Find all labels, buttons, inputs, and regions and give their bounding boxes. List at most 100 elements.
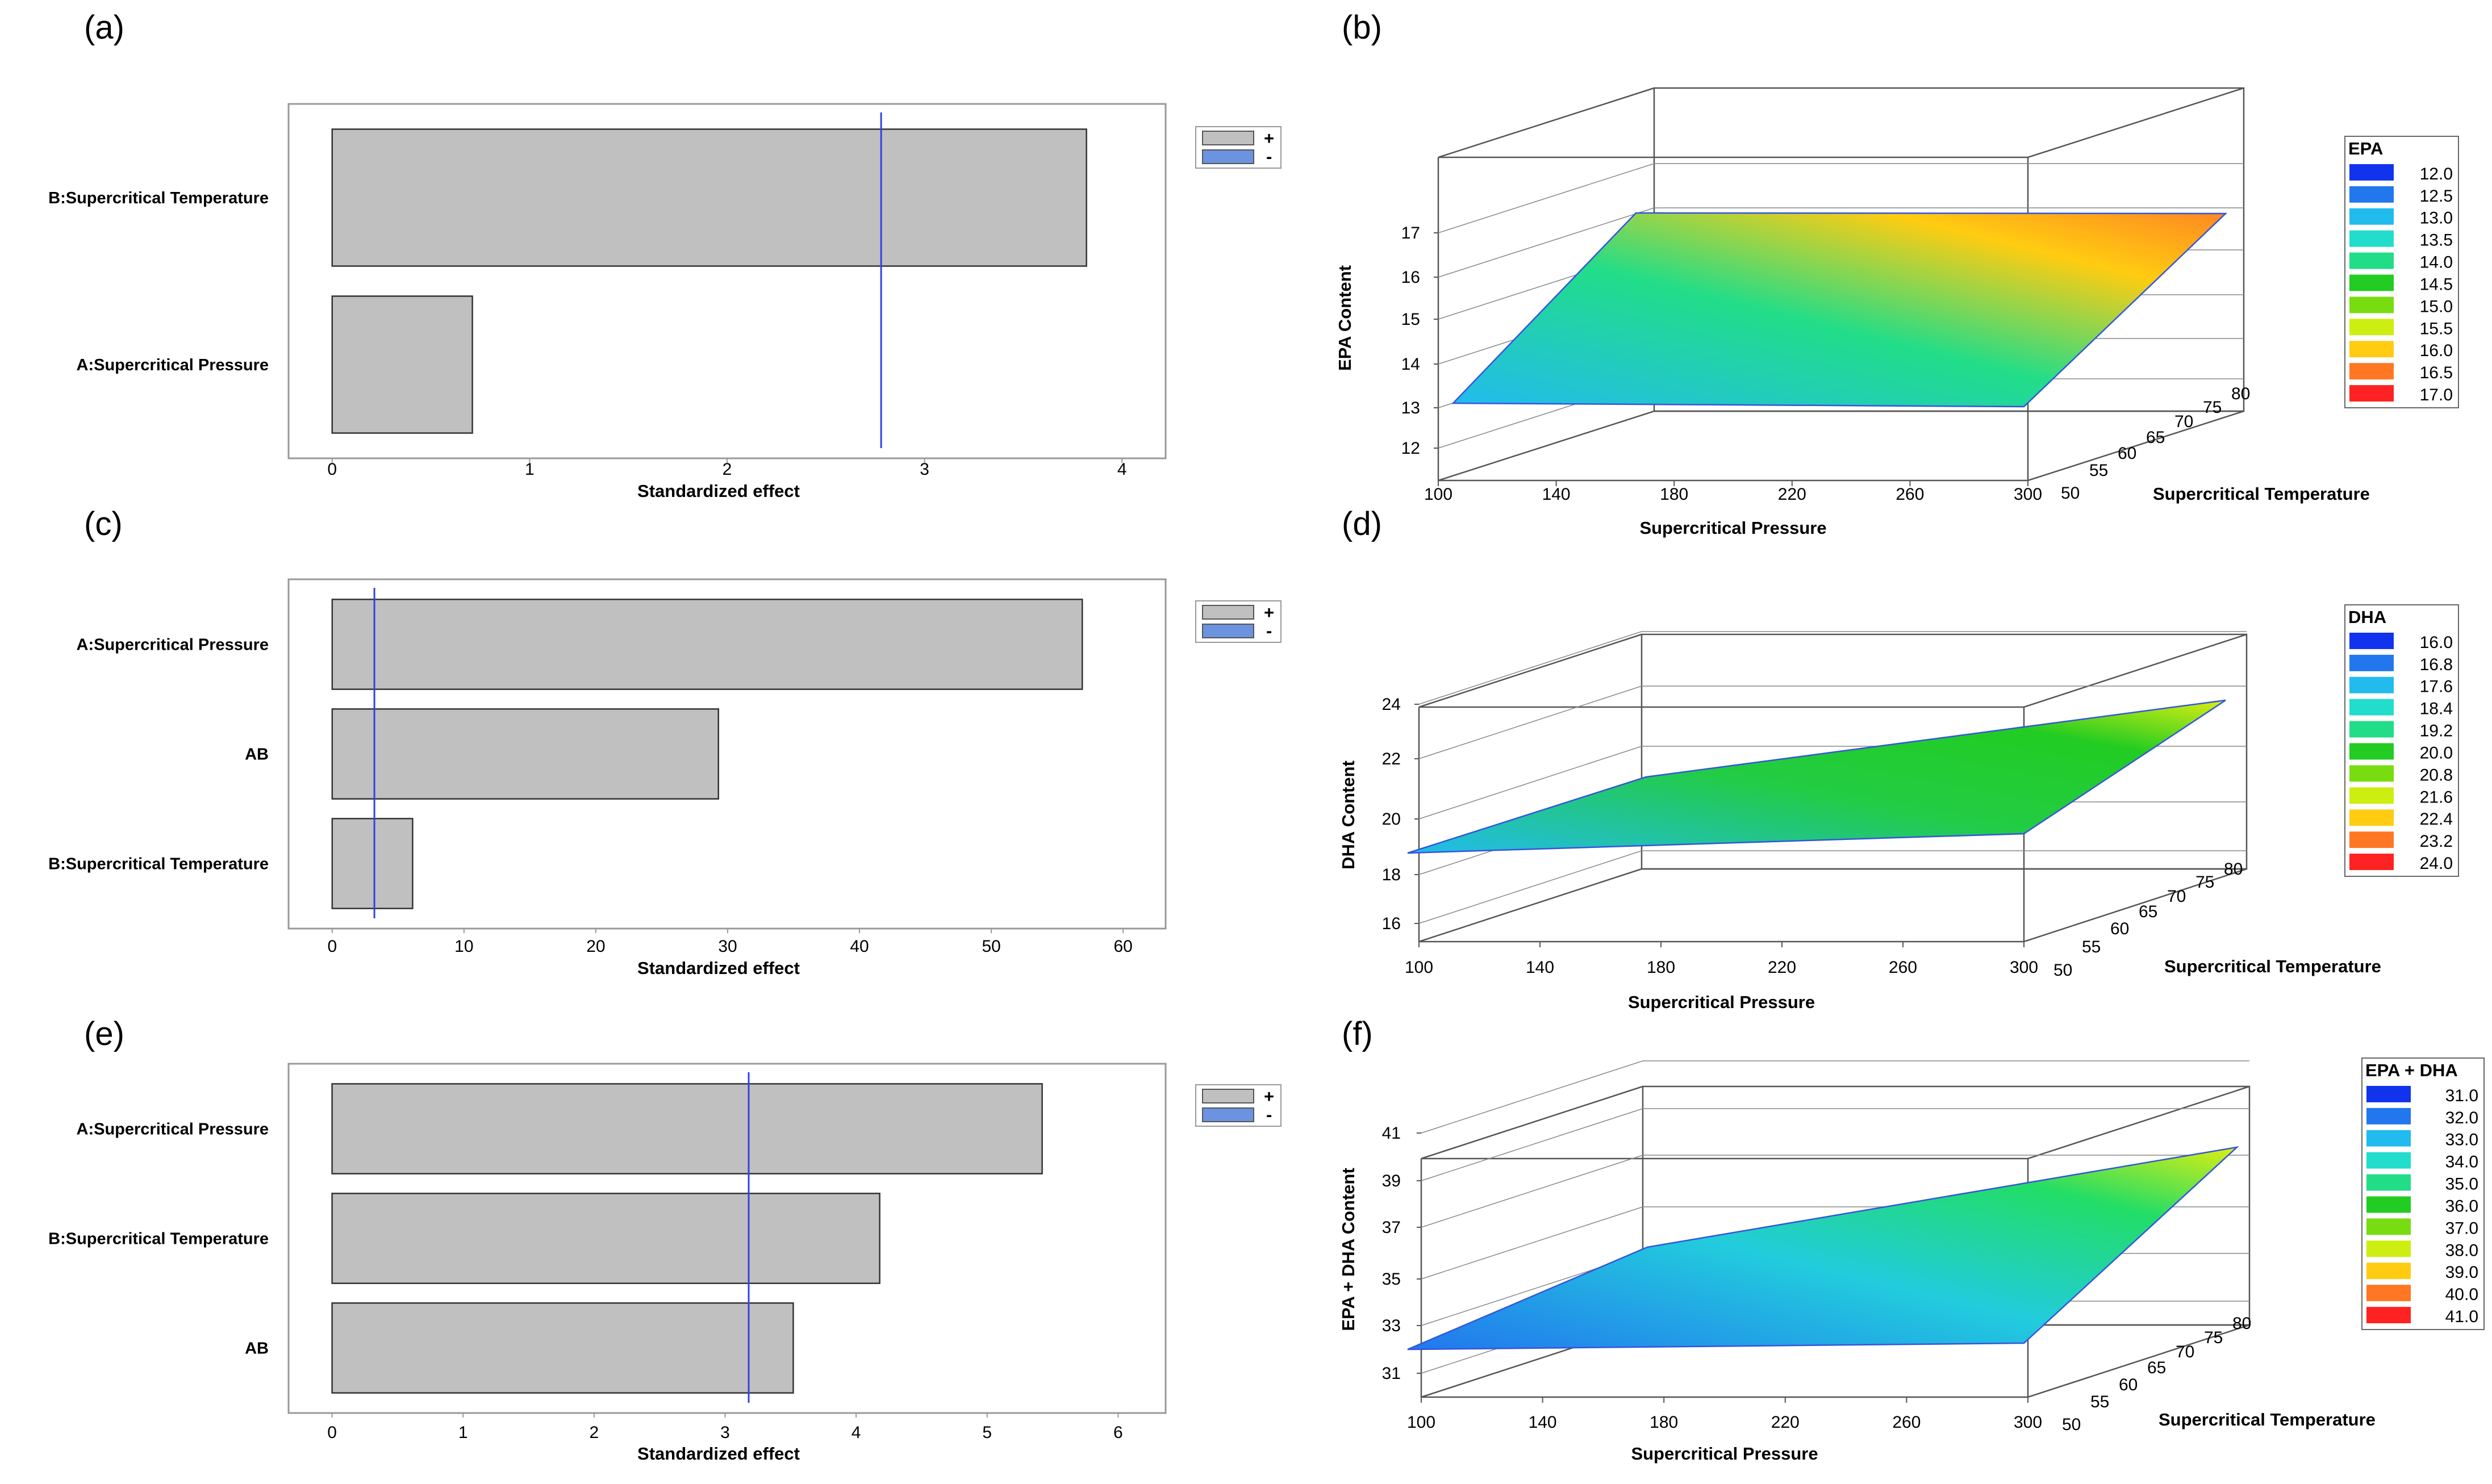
x-tick-label: 260	[1892, 1413, 1921, 1432]
legend-swatch	[2349, 633, 2394, 649]
z-gridline	[1421, 1060, 2249, 1134]
legend-swatch	[2349, 252, 2394, 269]
legend-level: 37.0	[2445, 1219, 2478, 1238]
x-tick-label: 180	[1660, 485, 1688, 504]
y-tick-label: 55	[2082, 938, 2101, 956]
legend-level: 15.5	[2420, 319, 2453, 338]
z-gridline	[1418, 631, 2247, 705]
z-tick-label: 15	[1401, 310, 1420, 329]
legend-level: 12.5	[2420, 187, 2453, 206]
legend-label: +	[1264, 1086, 1274, 1106]
x-tick-label: 260	[1896, 485, 1924, 504]
panel-label: (e)	[84, 1015, 124, 1052]
legend-level: 16.5	[2420, 363, 2453, 382]
y-tick-label: 75	[2203, 398, 2222, 417]
y-tick-label: 75	[2195, 873, 2214, 892]
z-tick-label: 33	[1382, 1316, 1401, 1335]
z-gridline	[1438, 207, 2244, 278]
x-tick-label: 60	[1114, 937, 1133, 956]
legend-swatch	[2349, 274, 2394, 291]
bar	[331, 295, 473, 434]
z-tick-label: 24	[1382, 695, 1401, 714]
legend-level: 13.5	[2420, 231, 2453, 250]
z-gridline	[1418, 685, 2247, 759]
legend-swatch	[1202, 624, 1254, 638]
x-tick-label: 6	[1113, 1423, 1123, 1442]
legend-level: 17.6	[2420, 678, 2453, 696]
bar	[331, 818, 414, 909]
x-tick-label: 2	[590, 1423, 599, 1442]
x-axis-title: Standardized effect	[637, 958, 800, 978]
pareto-chart-a: (a) B:Supercritical Temperature A:Supercri…	[48, 9, 1282, 501]
x-tick-label: 3	[920, 460, 929, 479]
legend-title: EPA	[2348, 139, 2383, 158]
legend-level: 21.6	[2420, 788, 2453, 806]
legend-level: 40.0	[2445, 1285, 2478, 1304]
bar	[331, 1302, 794, 1394]
legend-level: 16.8	[2420, 655, 2453, 674]
category-label: AB	[245, 746, 269, 764]
legend-level: 23.2	[2420, 832, 2453, 851]
bar	[331, 128, 1087, 267]
panel-label: (c)	[84, 505, 123, 542]
z-axis-title: DHA Content	[1338, 760, 1358, 870]
legend-level: 17.0	[2420, 386, 2453, 404]
legend-swatch	[2349, 765, 2394, 782]
y-tick-label: 60	[2118, 444, 2136, 463]
x-tick-label: 100	[1407, 1413, 1435, 1432]
x-tick-label: 0	[327, 460, 337, 479]
pareto-chart-e: (e) A:Supercritical Pressure B:Supercritic…	[48, 1015, 1282, 1464]
z-axis-title: EPA + DHA Content	[1338, 1168, 1358, 1331]
legend-level: 31.0	[2445, 1086, 2478, 1105]
legend-swatch	[2366, 1285, 2411, 1302]
x-tick-label: 0	[327, 937, 337, 956]
x-tick-label: 300	[2014, 485, 2042, 504]
x-axis-title: Standardized effect	[637, 1444, 800, 1464]
legend: +-	[1195, 600, 1282, 643]
x-tick-label: 260	[1889, 958, 1917, 977]
z-tick-label: 16	[1401, 268, 1420, 287]
legend-swatch	[2366, 1196, 2411, 1213]
bar	[331, 599, 1083, 690]
bar	[331, 1083, 1043, 1174]
legend-level: 32.0	[2445, 1109, 2478, 1127]
legend-label: -	[1266, 621, 1272, 641]
legend-box	[2344, 604, 2459, 877]
legend-level: 22.4	[2420, 810, 2453, 829]
legend-level: 15.0	[2420, 297, 2453, 316]
legend-swatch	[2366, 1107, 2411, 1125]
x-tick-label: 1	[458, 1423, 468, 1442]
legend-swatch	[2349, 186, 2394, 203]
legend-swatch	[2366, 1307, 2411, 1323]
legend-swatch	[2366, 1240, 2411, 1257]
z-tick-label: 12	[1401, 439, 1420, 458]
z-tick-label: 35	[1382, 1270, 1401, 1289]
y-axis-title: Supercritical Temperature	[2164, 956, 2381, 976]
y-tick-label: 50	[2061, 484, 2080, 503]
pareto-chart-c: (c) A:Supercritical Pressure AB B:Supercrit…	[48, 505, 1282, 978]
legend-swatch	[2349, 296, 2394, 313]
panel-label: (f)	[1342, 1015, 1373, 1052]
x-tick-label: 3	[720, 1423, 730, 1442]
legend-swatch	[1202, 149, 1254, 164]
surface-chart-d: (d) 100 140 180 220 260 300 Supercritical Press…	[1338, 505, 2459, 1012]
x-tick-label: 40	[850, 937, 869, 956]
legend-level: 12.0	[2420, 165, 2453, 183]
y-axis-title: Supercritical Temperature	[2153, 484, 2370, 504]
legend-swatch	[2349, 699, 2394, 716]
legend-level: 19.2	[2420, 722, 2453, 741]
z-tick-label: 39	[1382, 1172, 1401, 1190]
x-tick-label: 20	[586, 937, 605, 956]
legend-box	[2361, 1057, 2485, 1330]
x-tick-label: 30	[718, 937, 737, 956]
z-tick-label: 14	[1401, 355, 1420, 374]
x-tick-label: 220	[1778, 485, 1806, 504]
x-tick-label: 180	[1650, 1413, 1678, 1432]
y-tick-label: 70	[2176, 1343, 2194, 1361]
legend-level: 14.0	[2420, 253, 2453, 272]
legend-label: +	[1264, 128, 1274, 148]
panel-label: (b)	[1342, 9, 1382, 46]
z-gridline	[1438, 163, 2244, 233]
response-surface	[1407, 1146, 2239, 1351]
